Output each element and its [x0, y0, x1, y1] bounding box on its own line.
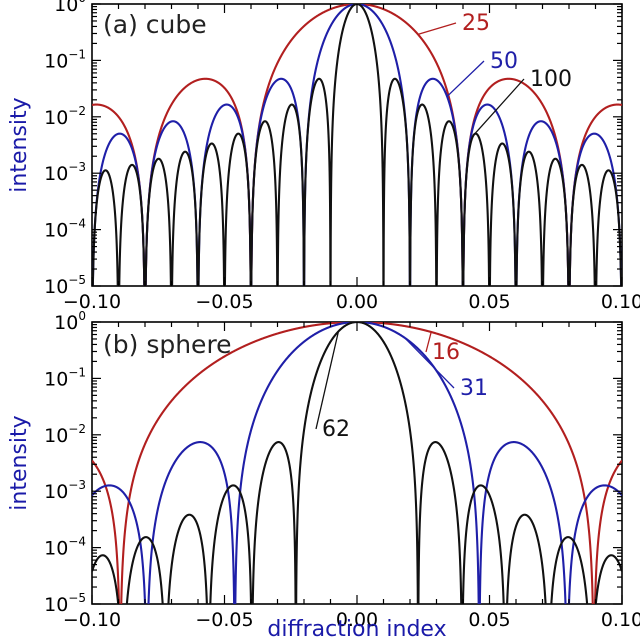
x-tick-labels-sphere: −0.10 −0.05 0.00 0.05 0.10: [63, 609, 640, 631]
ticks-sphere: [91, 321, 623, 605]
series-31-label: 31: [460, 376, 488, 401]
y-tick-label: 10−1: [44, 365, 86, 390]
x-tick-label: −0.05: [195, 291, 253, 313]
x-axis-label: diffraction index: [267, 617, 446, 641]
series-100-line: [92, 4, 622, 286]
y-tick-labels-cube: 100 10−1 10−2 10−3 10−4 10−5: [44, 0, 86, 298]
panel-title: (b) sphere: [103, 330, 232, 359]
ticks-cube: [91, 3, 623, 287]
x-tick-label: 0.05: [468, 609, 510, 631]
y-tick-label: 10−3: [44, 478, 86, 503]
series-31-line: [92, 322, 622, 604]
curves-cube: [92, 4, 622, 286]
y-tick-label: 10−3: [44, 160, 86, 185]
x-tick-label: −0.05: [195, 609, 253, 631]
curves-sphere: [92, 322, 622, 604]
y-tick-label: 100: [54, 0, 86, 16]
series-31-leader: [404, 337, 455, 389]
series-100-label: 100: [530, 67, 572, 92]
y-tick-label: 10−5: [44, 591, 86, 616]
series-16-line: [92, 322, 622, 604]
series-16-label: 16: [432, 340, 460, 365]
x-tick-label: 0.10: [601, 291, 640, 313]
y-tick-labels-sphere: 100 10−1 10−2 10−3 10−4 10−5: [44, 309, 86, 616]
panel-sphere: −0.10 −0.05 0.00 0.05 0.10 10010−110−210−310…: [7, 309, 640, 641]
y-axis-label: intensity: [7, 97, 32, 192]
x-tick-labels-cube: −0.10 −0.05 0.00 0.05 0.10: [63, 291, 640, 313]
plot-frame: [91, 321, 623, 605]
x-tick-label: 0.10: [601, 609, 640, 631]
y-tick-label: 10−2: [44, 422, 86, 447]
series-62-line: [92, 322, 622, 604]
series-25-leader: [417, 22, 457, 35]
x-tick-label: −0.10: [63, 291, 121, 313]
y-tick-label: 10−5: [44, 273, 86, 298]
x-tick-label: −0.10: [63, 609, 121, 631]
y-tick-label: 10−4: [44, 535, 86, 560]
series-50-line: [92, 4, 622, 286]
y-tick-label: 10−2: [44, 104, 86, 129]
series-50-leader: [446, 60, 485, 97]
series-25-label: 25: [462, 11, 490, 36]
panel-title: (a) cube: [103, 10, 207, 39]
panel-cube: −0.10−0.050.000.050.10 10010−110−210−310…: [7, 0, 640, 313]
x-tick-label: 0.05: [468, 291, 510, 313]
series-16-leader: [425, 331, 432, 353]
y-tick-label: 10−4: [44, 217, 86, 242]
series-25-line: [92, 4, 622, 286]
series-50-label: 50: [490, 49, 518, 74]
x-tick-label: 0.00: [336, 291, 378, 313]
y-tick-label: 10−1: [44, 47, 86, 72]
y-axis-label: intensity: [7, 415, 32, 510]
series-62-label: 62: [322, 417, 350, 442]
plot-frame: [91, 3, 623, 287]
series-100-leader: [473, 78, 525, 136]
series-62-leader: [315, 331, 340, 430]
y-tick-label: 100: [54, 309, 86, 334]
x-tick-label: 0.00: [336, 609, 378, 631]
